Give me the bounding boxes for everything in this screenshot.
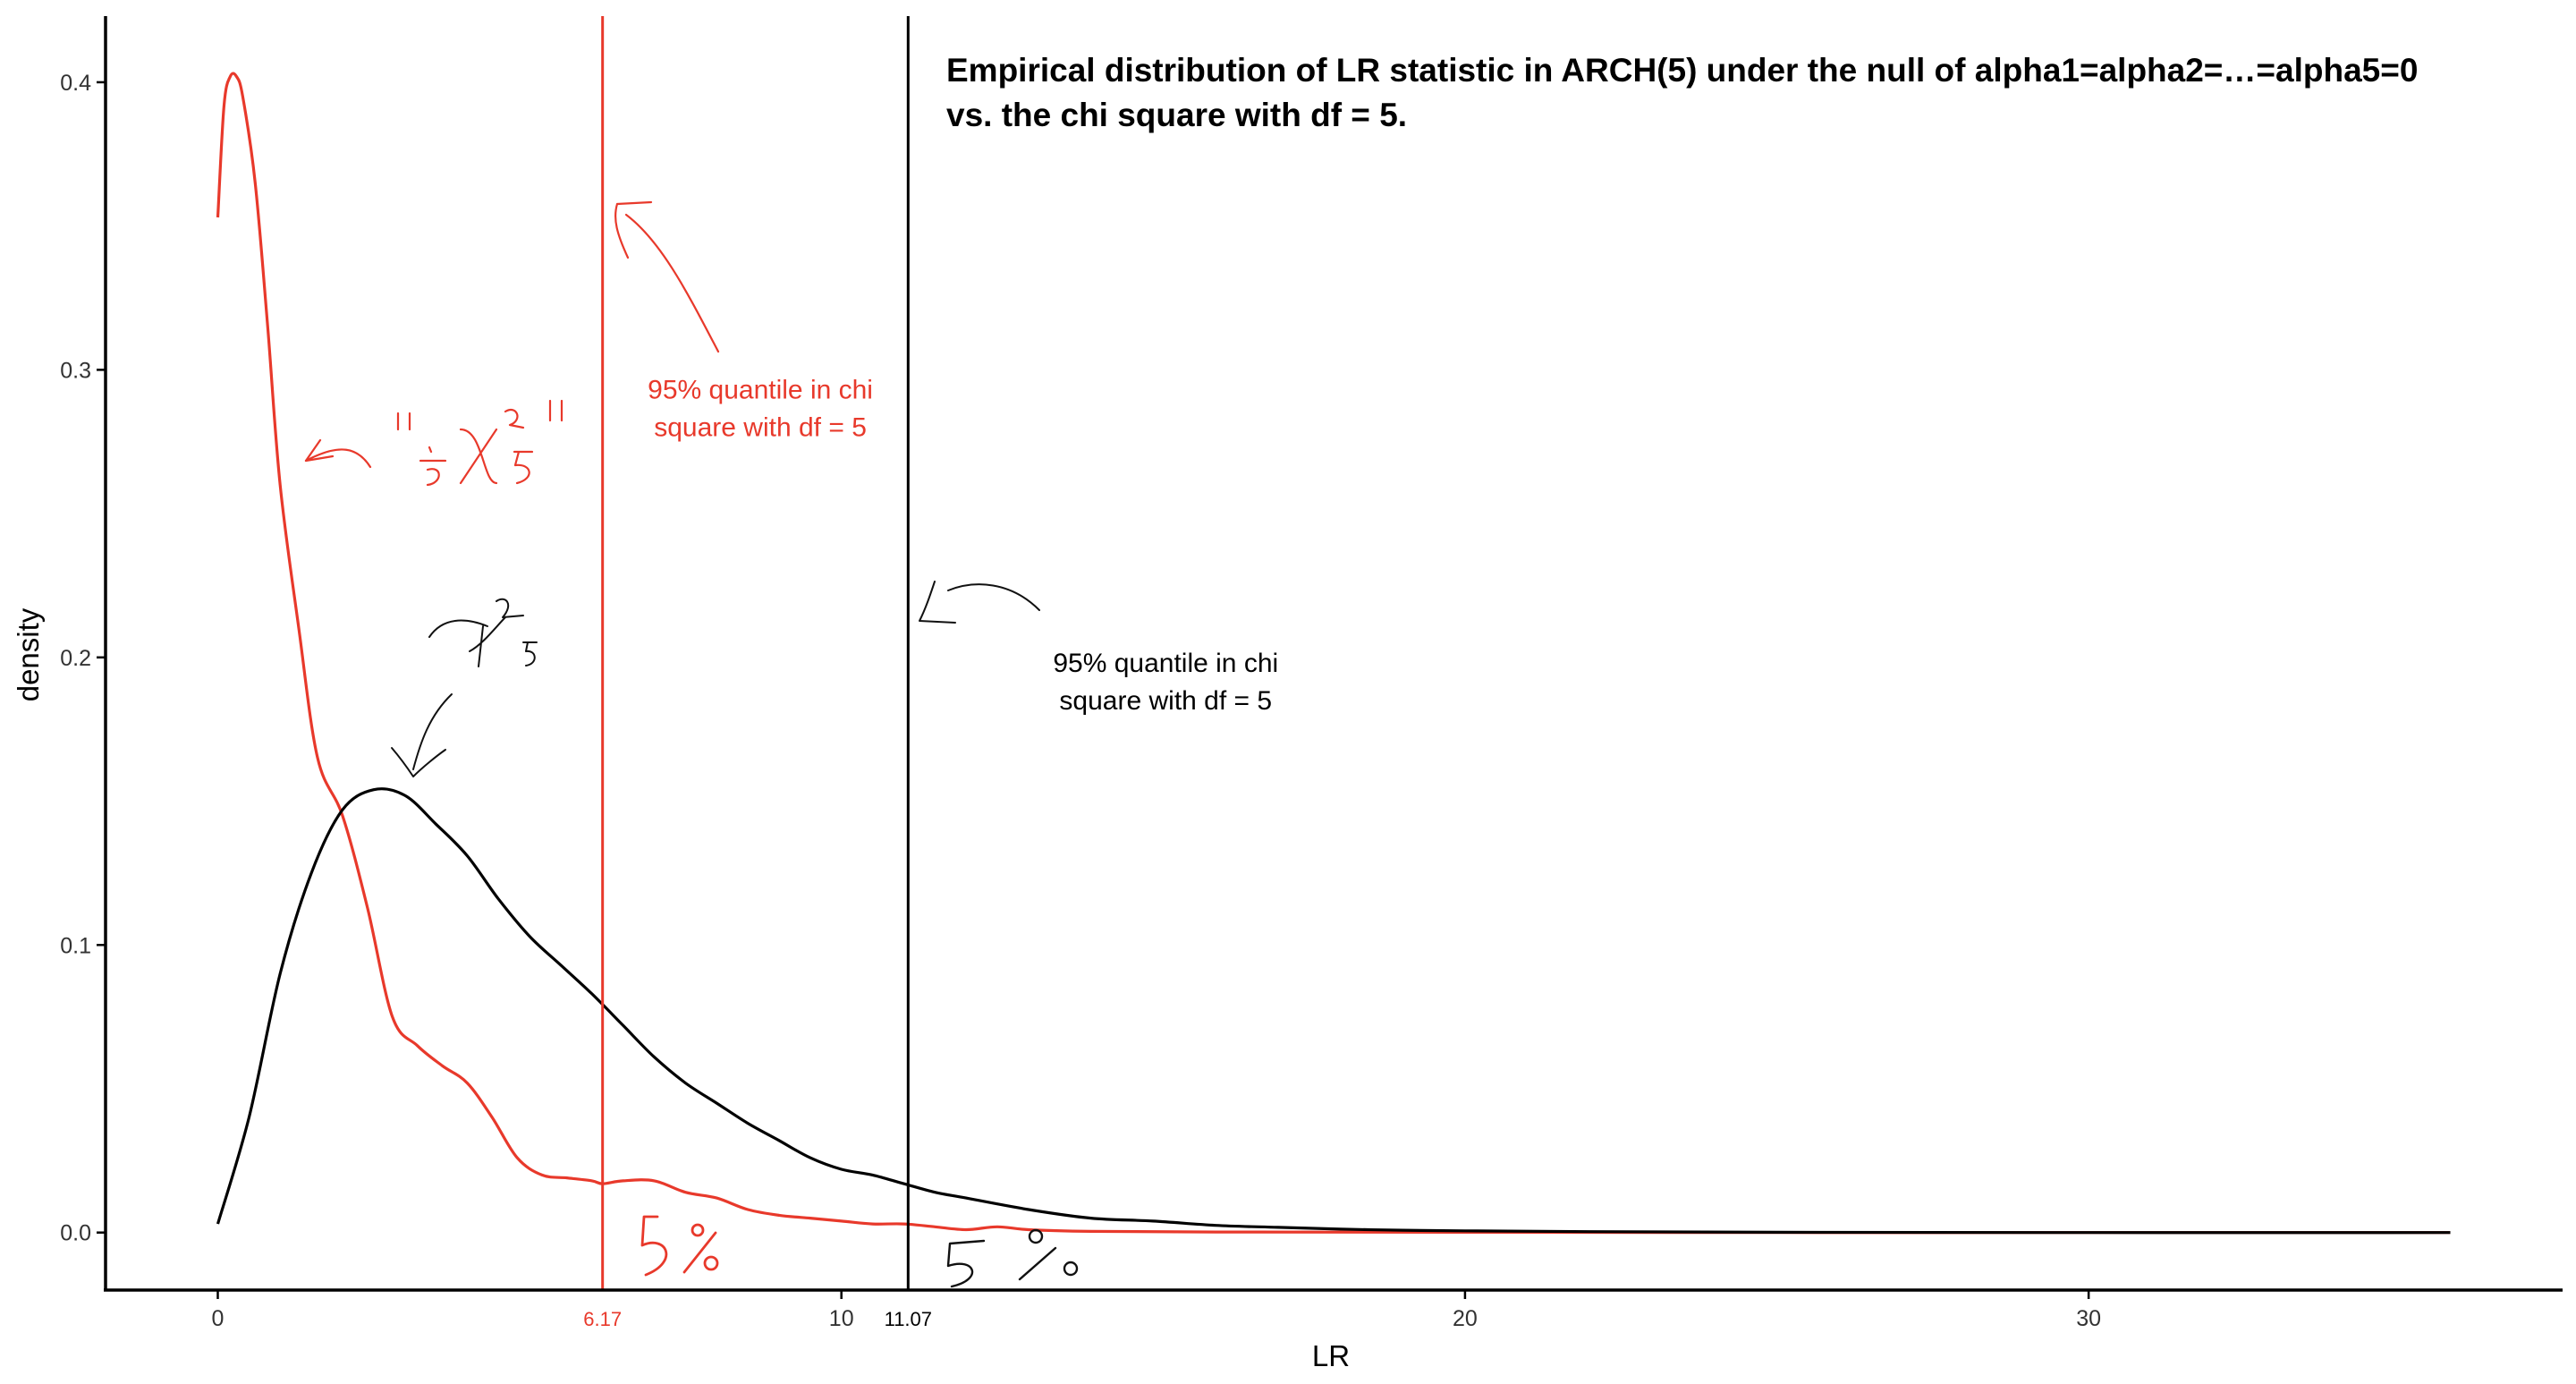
- y-tick-label-0: 0.0: [60, 1221, 91, 1246]
- red-arrow-to-curve: [304, 448, 372, 469]
- y-tick-label-1: 0.1: [60, 933, 91, 958]
- x-tick-label-3: 30: [2076, 1306, 2101, 1331]
- annotations: 95% quantile in chi square with df = 595%…: [648, 376, 1278, 716]
- handwritten-ink-red: [304, 200, 720, 1277]
- y-tick-label-3: 0.3: [60, 358, 91, 383]
- red-five-percent: [640, 1215, 719, 1277]
- quantile-annotation-line: 95% quantile in chi: [1053, 649, 1278, 678]
- x-tick-label-2: 20: [1453, 1306, 1478, 1331]
- quantile-annotation-line: square with df = 5: [654, 413, 867, 443]
- quantile-tick-label-1: 11.07: [885, 1308, 932, 1330]
- x-tick-label-0: 0: [212, 1306, 225, 1331]
- chart-title: Empirical distribution of LR statistic i…: [946, 52, 2418, 89]
- quantile-annotation-1: 95% quantile in chi square with df = 5: [1053, 649, 1278, 716]
- red-chi-symbol: [396, 399, 564, 487]
- y-axis-title: density: [12, 607, 45, 701]
- handwritten-ink-black: [391, 581, 1079, 1288]
- y-ticks: 0.0 0.1 0.2 0.3 0.4: [60, 71, 106, 1246]
- red-arrow-to-vline: [624, 213, 720, 353]
- density-line-1: [216, 787, 2451, 1235]
- quantile-tick-labels: 6.17 11.07: [583, 1308, 932, 1330]
- black-arrow-head-2: [919, 581, 956, 624]
- density-line-0: [216, 72, 2451, 1235]
- x-axis-title: LR: [1312, 1339, 1350, 1372]
- quantile-tick-label-0: 6.17: [583, 1308, 622, 1330]
- black-arrow-to-curve: [412, 693, 453, 770]
- quantile-annotation-0: 95% quantile in chi square with df = 5: [648, 376, 873, 443]
- series-layer: [216, 72, 2451, 1235]
- quantile-annotation-line: square with df = 5: [1059, 686, 1272, 716]
- black-arrow-head: [391, 747, 446, 777]
- quantile-annotation-line: 95% quantile in chi: [648, 376, 873, 405]
- chart-subtitle: vs. the chi square with df = 5.: [946, 97, 1407, 133]
- black-five-percent: [946, 1228, 1079, 1288]
- x-ticks: 0 10 20 30: [212, 1290, 2101, 1331]
- black-arrow-to-vline: [947, 583, 1040, 611]
- y-tick-label-2: 0.2: [60, 646, 91, 671]
- quantile-lines: [601, 16, 910, 1290]
- y-tick-label-4: 0.4: [60, 71, 91, 96]
- red-arrow-head-2: [304, 438, 335, 463]
- black-chi-symbol: [428, 598, 538, 667]
- x-tick-label-1: 10: [829, 1306, 854, 1331]
- red-arrow-head: [614, 200, 653, 259]
